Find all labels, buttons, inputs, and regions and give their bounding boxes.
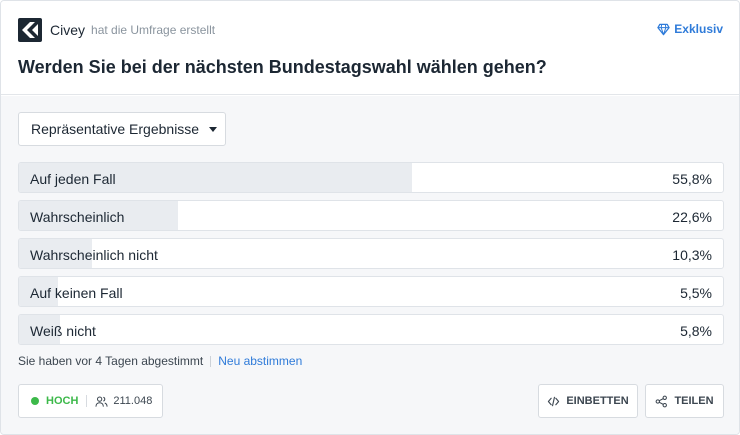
divider: [210, 355, 212, 367]
result-bar: [19, 201, 179, 230]
poll-stats[interactable]: HOCH 211.048: [18, 384, 163, 418]
result-bar: [19, 315, 60, 344]
participant-count: 211.048: [113, 395, 153, 407]
dropdown-selected: Repräsentative Ergebnisse: [31, 121, 200, 137]
caret-down-icon: [209, 126, 218, 132]
result-option[interactable]: Weiß nicht 5,8%: [18, 314, 724, 345]
embed-label: EINBETTEN: [566, 395, 629, 407]
result-option[interactable]: Auf keinen Fall 5,5%: [18, 276, 724, 307]
result-option[interactable]: Wahrscheinlich nicht 10,3%: [18, 238, 724, 269]
results-list: Auf jeden Fall 55,8% Wahrscheinlich 22,6…: [18, 162, 724, 352]
code-icon: [548, 396, 560, 406]
share-label: TEILEN: [674, 395, 714, 407]
result-option[interactable]: Wahrscheinlich 22,6%: [18, 200, 724, 231]
result-label: Auf keinen Fall: [30, 285, 123, 301]
quality-dot-icon: [31, 397, 39, 405]
vote-status-text: Sie haben vor 4 Tagen abgestimmt: [18, 354, 204, 368]
exclusive-badge[interactable]: Exklusiv: [657, 22, 723, 36]
diamond-icon: [657, 23, 671, 35]
result-label: Weiß nicht: [30, 323, 96, 339]
result-label: Auf jeden Fall: [30, 171, 116, 187]
civey-logo-icon: [18, 18, 42, 42]
brand: Civey hat die Umfrage erstellt: [18, 18, 215, 42]
poll-question: Werden Sie bei der nächsten Bundestagswa…: [18, 57, 547, 77]
results-type-dropdown[interactable]: Repräsentative Ergebnisse: [18, 112, 226, 146]
result-option[interactable]: Auf jeden Fall 55,8%: [18, 162, 724, 193]
quality-label: HOCH: [46, 395, 79, 407]
result-bar: [19, 277, 58, 306]
result-label: Wahrscheinlich nicht: [30, 247, 158, 263]
result-bar: [19, 239, 92, 268]
share-button[interactable]: TEILEN: [645, 384, 724, 418]
poll-body: Repräsentative Ergebnisse Auf jeden Fall…: [1, 96, 739, 434]
vote-status: Sie haben vor 4 Tagen abgestimmt Neu abs…: [18, 354, 302, 368]
brand-name[interactable]: Civey: [50, 22, 86, 38]
result-label: Wahrscheinlich: [30, 209, 125, 225]
result-bar: [19, 163, 412, 192]
result-percent: 10,3%: [672, 247, 712, 263]
divider: [86, 395, 88, 407]
share-icon: [656, 395, 668, 407]
result-percent: 55,8%: [672, 171, 712, 187]
users-icon: [95, 396, 108, 407]
embed-button[interactable]: EINBETTEN: [538, 384, 638, 418]
result-percent: 22,6%: [672, 209, 712, 225]
exclusive-label: Exklusiv: [674, 22, 723, 36]
revote-link[interactable]: Neu abstimmen: [218, 354, 303, 368]
brand-subtitle: hat die Umfrage erstellt: [91, 23, 216, 37]
result-percent: 5,8%: [680, 323, 712, 339]
poll-header: Civey hat die Umfrage erstellt Exklusiv …: [1, 1, 739, 95]
result-percent: 5,5%: [680, 285, 712, 301]
